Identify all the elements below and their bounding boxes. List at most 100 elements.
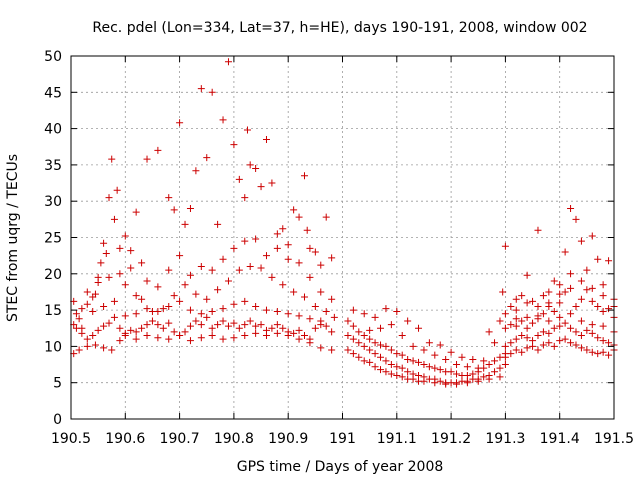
- data-point: [420, 346, 428, 354]
- data-point: [262, 306, 270, 314]
- data-point: [436, 341, 444, 349]
- data-point: [567, 270, 575, 278]
- data-point: [116, 337, 124, 345]
- data-point: [219, 317, 227, 325]
- data-point: [110, 215, 118, 223]
- data-point: [219, 335, 227, 343]
- data-point: [108, 346, 116, 354]
- data-point: [83, 288, 91, 296]
- data-point: [572, 328, 580, 336]
- data-point: [197, 263, 205, 271]
- data-point: [75, 315, 83, 323]
- data-point: [322, 213, 330, 221]
- data-point: [110, 297, 118, 305]
- data-point: [349, 335, 357, 343]
- data-point: [512, 335, 520, 343]
- data-point: [605, 257, 613, 265]
- data-point: [485, 328, 493, 336]
- data-point: [539, 341, 547, 349]
- data-point: [105, 273, 113, 281]
- data-point: [127, 264, 135, 272]
- data-point: [496, 373, 504, 381]
- data-point: [355, 339, 363, 347]
- data-point: [100, 239, 108, 247]
- data-point: [360, 310, 368, 318]
- data-point: [165, 335, 173, 343]
- data-point: [436, 366, 444, 374]
- data-point: [415, 358, 423, 366]
- data-point: [349, 306, 357, 314]
- data-point: [550, 277, 558, 285]
- data-point: [224, 58, 232, 66]
- data-point: [605, 305, 613, 313]
- y-tick-label: 15: [44, 303, 62, 319]
- data-point: [306, 339, 314, 347]
- data-point: [224, 277, 232, 285]
- data-point: [556, 290, 564, 298]
- data-point: [409, 375, 417, 383]
- data-point: [539, 310, 547, 318]
- y-axis-label: STEC from uqrg / TECUs: [5, 154, 21, 322]
- data-point: [230, 141, 238, 149]
- data-point: [349, 350, 357, 358]
- data-point: [588, 321, 596, 329]
- data-point: [100, 344, 108, 352]
- y-tick-label: 25: [44, 231, 62, 247]
- data-point: [300, 293, 308, 301]
- data-point: [605, 351, 613, 359]
- data-point: [425, 363, 433, 371]
- data-point: [393, 363, 401, 371]
- data-point: [219, 255, 227, 263]
- data-point: [273, 230, 281, 238]
- data-point: [599, 337, 607, 345]
- data-point: [311, 324, 319, 332]
- x-tick-label: 191.2: [431, 431, 471, 447]
- x-tick-label: 191.1: [377, 431, 417, 447]
- data-point: [295, 335, 303, 343]
- data-point: [75, 346, 83, 354]
- data-point: [105, 194, 113, 202]
- data-point: [393, 371, 401, 379]
- data-point: [143, 332, 151, 340]
- data-point: [539, 292, 547, 300]
- data-point: [192, 317, 200, 325]
- data-point: [545, 288, 553, 296]
- data-point: [431, 351, 439, 359]
- data-point: [235, 266, 243, 274]
- data-point: [273, 308, 281, 316]
- data-point: [545, 299, 553, 307]
- data-point: [387, 370, 395, 378]
- data-point: [100, 302, 108, 310]
- data-point: [295, 312, 303, 320]
- data-point: [165, 302, 173, 310]
- data-point: [230, 244, 238, 252]
- data-point: [377, 353, 385, 361]
- data-point: [377, 341, 385, 349]
- data-point: [496, 364, 504, 372]
- data-point: [219, 305, 227, 313]
- data-point: [170, 328, 178, 336]
- data-point: [366, 326, 374, 334]
- data-point: [121, 332, 129, 340]
- data-point: [404, 355, 412, 363]
- data-point: [501, 342, 509, 350]
- data-point: [398, 373, 406, 381]
- data-point: [366, 358, 374, 366]
- data-point: [273, 321, 281, 329]
- data-point: [556, 299, 564, 307]
- data-point: [382, 305, 390, 313]
- data-point: [453, 370, 461, 378]
- data-point: [534, 302, 542, 310]
- data-point: [132, 208, 140, 216]
- data-point: [192, 290, 200, 298]
- data-point: [534, 346, 542, 354]
- data-point: [507, 339, 515, 347]
- data-point: [556, 313, 564, 321]
- data-point: [539, 328, 547, 336]
- data-point: [214, 220, 222, 228]
- data-point: [121, 232, 129, 240]
- data-point: [501, 324, 509, 332]
- data-point: [556, 322, 564, 330]
- data-point: [113, 186, 121, 194]
- data-point: [252, 302, 260, 310]
